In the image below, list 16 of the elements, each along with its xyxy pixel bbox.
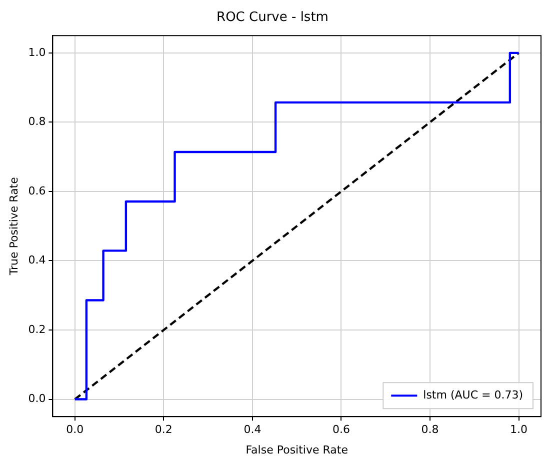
y-axis-title: True Positive Rate <box>7 176 20 276</box>
x-axis-title: False Positive Rate <box>246 443 348 456</box>
y-tick-label: 0.8 <box>28 115 46 128</box>
y-tick-label: 0.4 <box>28 254 46 267</box>
legend-label: lstm (AUC = 0.73) <box>423 388 524 402</box>
y-tick-label: 0.6 <box>28 184 46 198</box>
y-tick-label: 0.2 <box>28 322 46 336</box>
y-tick-label: 0.0 <box>28 392 46 406</box>
x-tick-label: 0.8 <box>421 423 439 436</box>
x-tick-label: 1.0 <box>510 423 528 436</box>
x-tick-label: 0.6 <box>332 423 350 436</box>
y-tick-label: 1.0 <box>28 46 46 59</box>
x-tick-label: 0.0 <box>66 423 84 436</box>
x-tick-label: 0.2 <box>154 423 172 436</box>
chart-title: ROC Curve - lstm <box>216 10 328 26</box>
x-tick-label: 0.4 <box>244 423 262 436</box>
